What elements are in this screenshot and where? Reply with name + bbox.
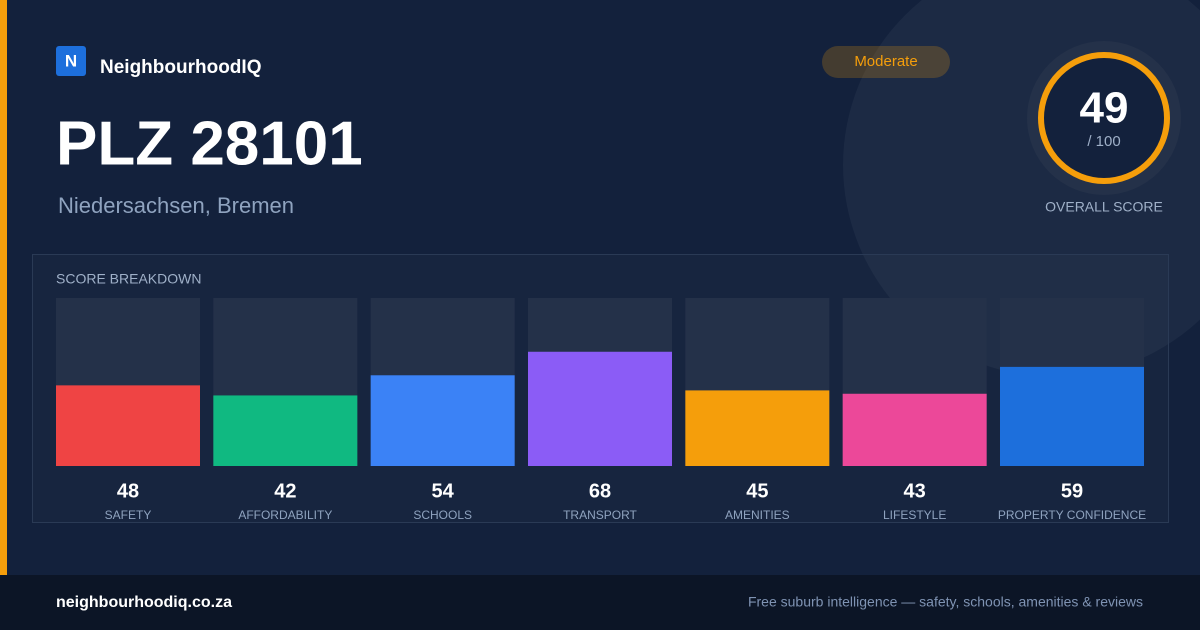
value-label: 68 bbox=[589, 480, 611, 502]
badge-text: Moderate bbox=[854, 53, 917, 70]
bar bbox=[370, 375, 515, 466]
score-ring bbox=[1038, 52, 1170, 184]
brand: NeighbourhoodIQ bbox=[100, 57, 261, 78]
subtitle: Niedersachsen, Bremen bbox=[58, 193, 294, 218]
badge bbox=[822, 46, 950, 78]
breakdown-panel bbox=[32, 254, 1169, 523]
footer-tagline: Free suburb intelligence — safety, schoo… bbox=[748, 594, 1143, 610]
bar bbox=[1000, 366, 1144, 466]
score-value: 49 bbox=[1080, 84, 1129, 133]
value-label: 42 bbox=[274, 480, 296, 502]
bar bbox=[56, 385, 200, 466]
footer-bar bbox=[0, 575, 1200, 630]
logo-letter: N bbox=[65, 51, 77, 70]
category-label: PROPERTY CONFIDENCE bbox=[998, 508, 1146, 522]
score-label: OVERALL SCORE bbox=[1045, 199, 1163, 215]
value-label: 43 bbox=[904, 480, 926, 502]
bar bbox=[842, 393, 987, 466]
bar bbox=[685, 390, 830, 466]
category-label: SCHOOLS bbox=[413, 508, 472, 522]
value-label: 45 bbox=[746, 480, 768, 502]
accent-stripe bbox=[0, 0, 7, 575]
category-label: SAFETY bbox=[105, 508, 152, 522]
value-label: 59 bbox=[1061, 480, 1083, 502]
panel-title: SCORE BREAKDOWN bbox=[56, 271, 201, 287]
bar bbox=[528, 351, 672, 466]
category-label: TRANSPORT bbox=[563, 508, 637, 522]
logo bbox=[56, 46, 86, 76]
footer-url: neighbourhoodiq.co.za bbox=[56, 594, 232, 611]
title: PLZ 28101 bbox=[56, 109, 363, 178]
bar bbox=[213, 395, 358, 466]
category-label: AMENITIES bbox=[725, 508, 790, 522]
value-label: 48 bbox=[117, 480, 139, 502]
category-label: AFFORDABILITY bbox=[238, 508, 332, 522]
value-label: 54 bbox=[432, 480, 455, 502]
score-max: / 100 bbox=[1087, 133, 1120, 150]
category-label: LIFESTYLE bbox=[883, 508, 946, 522]
